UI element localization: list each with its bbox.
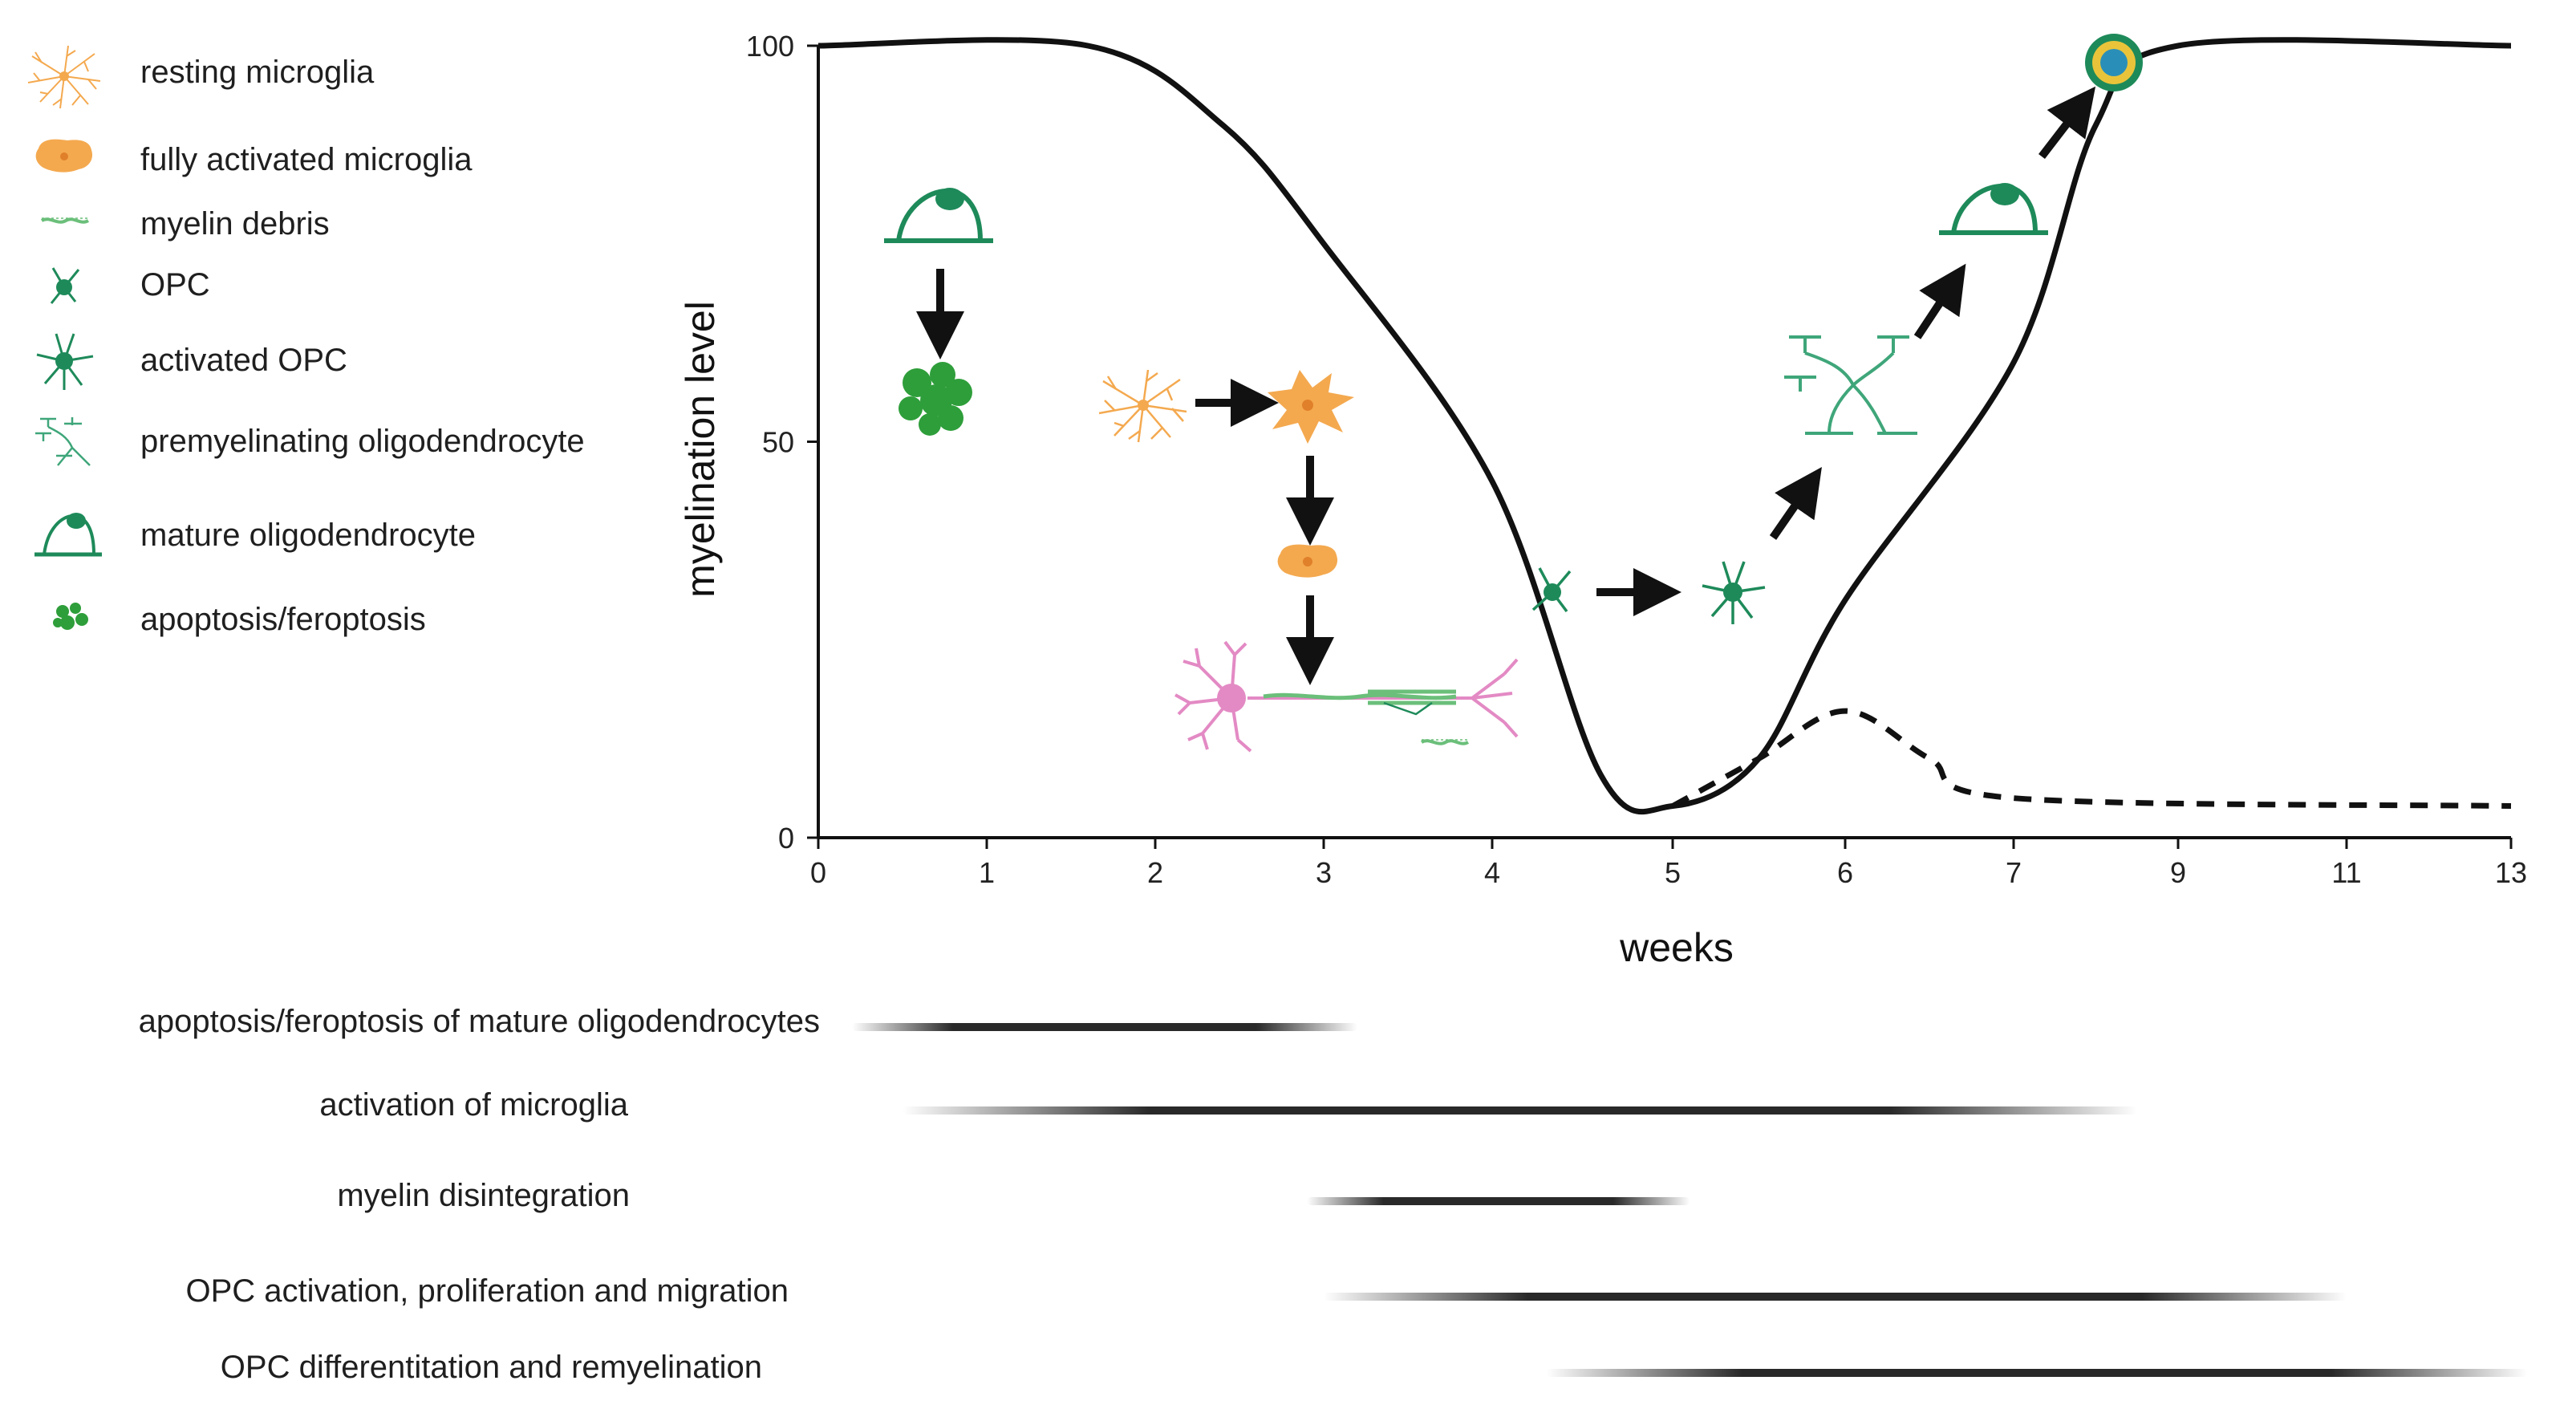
- x-tick-label: 3: [1316, 856, 1332, 889]
- fully-activated-microglia-icon: [1268, 370, 1354, 444]
- phase-bar: [1324, 1293, 2347, 1301]
- y-axis-title: myelination level: [678, 301, 723, 598]
- myelin-debris-icon: [1420, 739, 1470, 745]
- x-axis-title: weeks: [1619, 925, 1734, 970]
- legend-label: myelin debris: [140, 206, 330, 242]
- legend-label: premyelinating oligodendrocyte: [140, 424, 585, 459]
- legend-label: activated OPC: [140, 343, 347, 378]
- mature-oligodendrocyte-icon: [884, 188, 993, 243]
- phase-label: myelin disintegration: [337, 1178, 630, 1213]
- phase-bar: [1307, 1197, 1690, 1205]
- resting-microglia-icon: [1098, 369, 1187, 443]
- y-tick-label: 0: [778, 822, 794, 855]
- phase-label: activation of microglia: [319, 1087, 628, 1123]
- x-tick-label: 9: [2170, 856, 2186, 889]
- phase-bars: apoptosis/feroptosis of mature oligodend…: [139, 1004, 2528, 1385]
- cell-illustrations: [884, 34, 2143, 753]
- y-tick-label: 50: [762, 426, 794, 459]
- solid-series-line: [817, 37, 2512, 815]
- arrow: [2038, 86, 2096, 160]
- legend-label: resting microglia: [140, 55, 375, 90]
- legend-label: OPC: [140, 267, 210, 302]
- x-tick-label: 11: [2331, 856, 2361, 889]
- phase-bar: [903, 1106, 2137, 1115]
- myelinated-axon-icon: [2085, 34, 2143, 91]
- chart-axes: 0 1 2 3 4 5 6 7 9 11 13 0 50 100 myelination level we…: [678, 30, 2527, 970]
- arrow: [1913, 263, 1966, 339]
- phase-label: OPC differentitation and remyelination: [221, 1350, 762, 1385]
- activated-opc-icon: [36, 333, 94, 390]
- legend-label: fully activated microglia: [140, 142, 473, 177]
- fully-activated-microglia-icon: [1277, 544, 1338, 578]
- axis-ticks: 0 1 2 3 4 5 6 7 9 11 13 0 50 100: [746, 30, 2527, 889]
- legend-label: mature oligodendrocyte: [140, 518, 476, 553]
- apoptosis-ferroptosis-icon: [53, 603, 88, 630]
- x-tick-label: 1: [979, 856, 995, 889]
- premyelinating-oligodendrocyte-icon: [1784, 335, 1917, 435]
- opc-icon: [1531, 567, 1572, 613]
- resting-microglia-icon: [27, 45, 101, 109]
- phase-bar: [1546, 1369, 2528, 1377]
- phase-bar: [852, 1023, 1357, 1031]
- phase-label: apoptosis/feroptosis of mature oligodend…: [139, 1004, 820, 1039]
- x-tick-label: 7: [2006, 856, 2022, 889]
- dashed-series-line: [1671, 708, 2512, 810]
- arrow: [1769, 466, 1822, 540]
- mature-oligodendrocyte-icon: [1939, 183, 2048, 235]
- x-tick-label: 0: [810, 856, 826, 889]
- y-tick-label: 100: [746, 30, 794, 63]
- activated-opc-icon: [1702, 561, 1766, 624]
- phase-label: OPC activation, proliferation and migrat…: [186, 1273, 789, 1309]
- legend: resting microglia fully activated microg…: [27, 45, 585, 637]
- legend-label: apoptosis/feroptosis: [140, 602, 426, 637]
- x-tick-label: 13: [2495, 856, 2527, 889]
- x-tick-label: 5: [1665, 856, 1681, 889]
- x-tick-label: 4: [1484, 856, 1500, 889]
- chart-curves: [817, 37, 2512, 815]
- x-tick-label: 6: [1837, 856, 1853, 889]
- myelin-debris-icon: [40, 217, 90, 224]
- phase-bar-group: [852, 1023, 2528, 1377]
- apoptosis-ferroptosis-icon: [899, 362, 972, 436]
- opc-icon: [50, 267, 80, 304]
- mature-oligodendrocyte-icon: [34, 513, 102, 557]
- fully-activated-microglia-icon: [35, 139, 93, 173]
- x-tick-label: 2: [1147, 856, 1163, 889]
- premyelinating-oligodendrocyte-icon: [35, 417, 91, 466]
- neuron-icon: [1174, 640, 1519, 753]
